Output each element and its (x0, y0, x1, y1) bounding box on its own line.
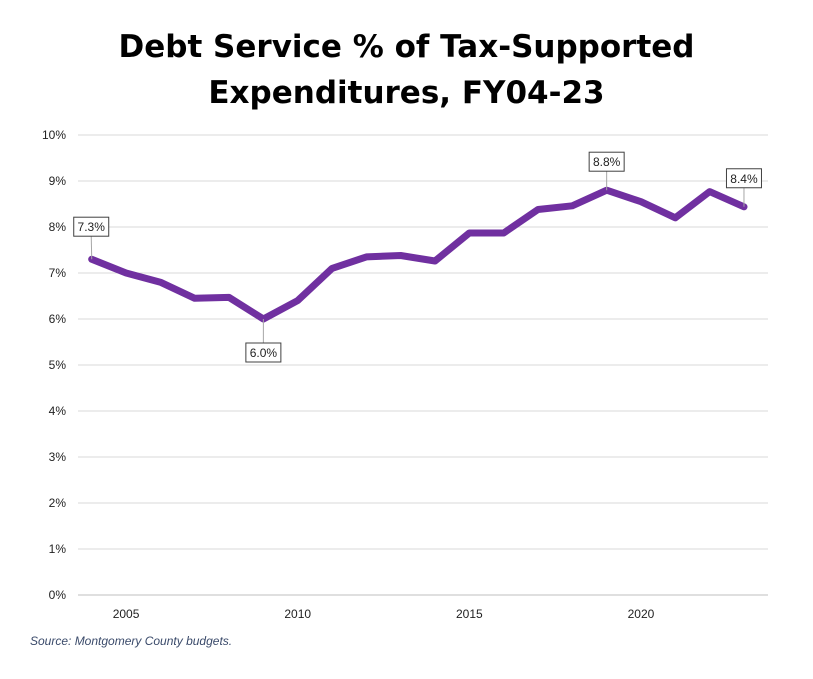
y-tick-label: 6% (49, 312, 67, 326)
y-tick-label: 3% (49, 450, 67, 464)
data-label: 8.4% (730, 172, 758, 186)
chart-title-line-1: Debt Service % of Tax-Supported (118, 29, 695, 65)
x-tick-label: 2015 (456, 607, 483, 621)
y-tick-label: 5% (49, 358, 67, 372)
data-label-box (588, 151, 625, 172)
chart-title-line-2: Expenditures, FY04-23 (208, 75, 605, 111)
data-label: 6.0% (250, 346, 278, 360)
y-tick-label: 8% (49, 220, 67, 234)
data-label-box (73, 216, 110, 237)
x-tick-label: 2020 (628, 607, 655, 621)
y-axis-tick-labels: 0% 1% 2% 3% 4% 5% 6% 7% 8% 9% 10% (42, 128, 66, 602)
gridlines (78, 134, 768, 596)
y-tick-label: 0% (49, 588, 67, 602)
y-tick-label: 1% (49, 542, 67, 556)
chart-title: Debt Service % of Tax-Supported Expendit… (0, 24, 813, 116)
data-label-box (245, 342, 282, 363)
x-tick-label: 2010 (284, 607, 311, 621)
x-tick-label: 2005 (113, 607, 140, 621)
data-label: 8.8% (593, 155, 621, 169)
y-tick-label: 4% (49, 404, 67, 418)
y-tick-label: 9% (49, 174, 67, 188)
y-tick-label: 2% (49, 496, 67, 510)
data-label-box (725, 168, 762, 189)
y-tick-label: 10% (42, 128, 66, 142)
data-label: 7.3% (78, 220, 106, 234)
data-labels-layer: 7.3% 6.0% 8.8% 8.4% (73, 151, 762, 363)
x-axis-tick-labels: 2005 2010 2015 2020 (113, 607, 655, 621)
y-tick-label: 7% (49, 266, 67, 280)
series-layer (88, 186, 748, 323)
data-label-leader (90, 236, 93, 260)
source-note: Source: Montgomery County budgets. (30, 634, 233, 648)
series-line (88, 186, 748, 323)
